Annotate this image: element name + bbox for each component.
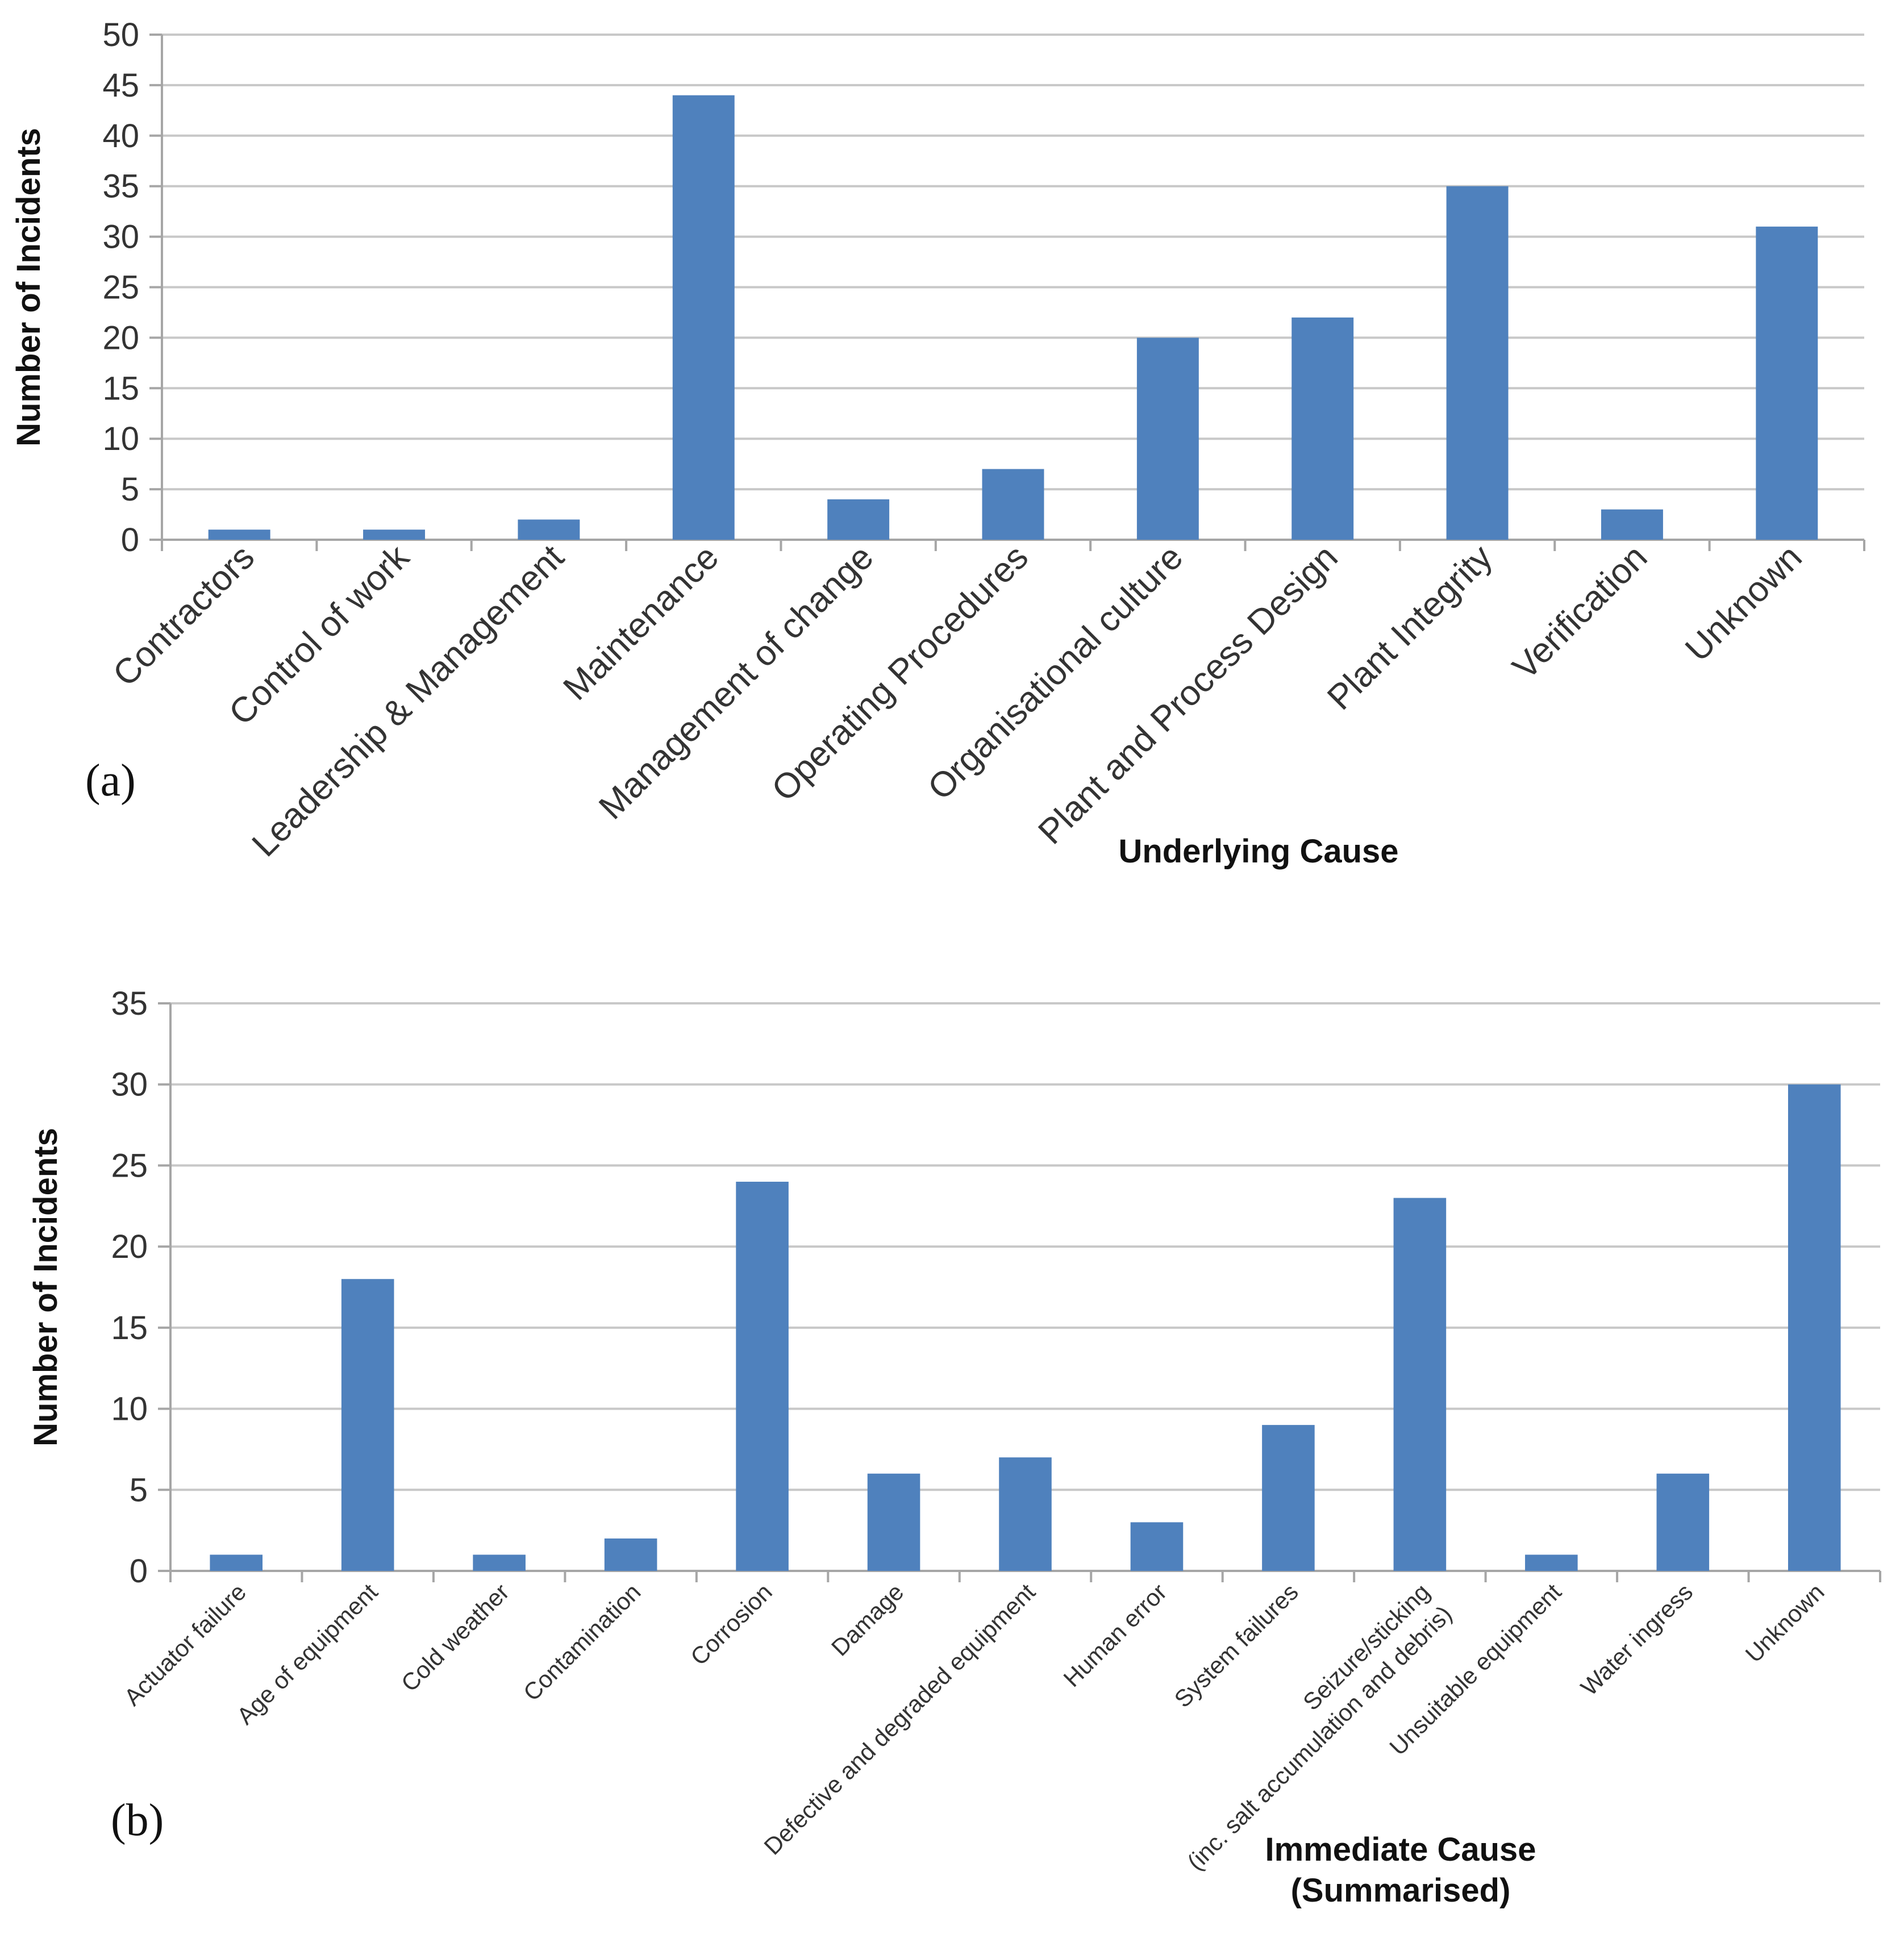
panel-label: (b) [111,1795,164,1845]
y-tick-label: 30 [102,219,139,256]
x-tick-label: Plant Integrity [1320,537,1500,718]
y-tick-label: 35 [111,985,148,1022]
bar-control-of-work[interactable] [363,530,426,540]
y-tick-label: 25 [102,269,139,306]
y-tick-label: 5 [121,471,139,508]
x-tick-label: Plant and Process Design [1031,537,1345,852]
bar-seizure-sticking-inc-salt-accumulation-and-debris[interactable] [1393,1198,1447,1571]
bar-corrosion[interactable] [736,1181,789,1571]
y-tick-label: 15 [111,1310,148,1346]
bar-defective-and-degraded-equipment[interactable] [999,1457,1052,1571]
y-tick-label: 45 [102,67,139,104]
x-tick-label: Unknown [1740,1578,1830,1667]
x-tick-label: Age of equipment [232,1578,383,1729]
bar-contractors[interactable] [208,530,270,540]
bar-contamination[interactable] [604,1538,657,1571]
bar-operating-procedures[interactable] [982,469,1044,540]
bar-system-failures[interactable] [1262,1425,1315,1571]
bar-verification[interactable] [1601,509,1663,540]
bar-human-error[interactable] [1130,1522,1184,1571]
y-tick-label: 0 [121,522,139,558]
bar-organisational-culture[interactable] [1136,337,1199,540]
bar-maintenance[interactable] [672,95,735,540]
x-tick-label: Unknown [1678,537,1810,669]
y-tick-label: 20 [111,1228,148,1265]
y-tick-label: 35 [102,168,139,205]
x-tick-label: Damage [826,1578,909,1661]
bar-water-ingress[interactable] [1656,1473,1710,1571]
x-tick-label: Water ingress [1576,1578,1698,1700]
x-tick-label: Maintenance [556,537,726,708]
y-tick-label: 15 [102,370,139,407]
y-tick-label: 20 [102,319,139,356]
y-tick-label: 10 [102,420,139,457]
bar-damage[interactable] [867,1473,920,1571]
y-tick-label: 5 [130,1471,148,1508]
bar-plant-integrity[interactable] [1446,186,1509,540]
bar-unknown[interactable] [1756,226,1818,540]
x-tick-label: System failures [1169,1578,1303,1712]
bar-unsuitable-equipment[interactable] [1525,1554,1578,1571]
y-tick-label: 30 [111,1066,148,1103]
bar-actuator-failure[interactable] [210,1554,263,1571]
bar-leadership-management[interactable] [518,519,580,540]
x-tick-label: Human error [1058,1578,1172,1692]
bar-plant-and-process-design[interactable] [1291,317,1354,540]
x-tick-label: Leadership & Management [245,537,572,864]
bar-unknown[interactable] [1788,1084,1841,1571]
x-tick-label: Cold weather [396,1578,514,1696]
x-tick-label: Contamination [518,1578,646,1706]
x-axis-label: Underlying Cause [1118,833,1398,870]
y-axis-label: Number of Incidents [27,1128,64,1446]
bar-management-of-change[interactable] [827,499,890,540]
y-tick-label: 10 [111,1391,148,1428]
y-tick-label: 50 [102,16,139,53]
x-tick-label: Defective and degraded equipment [759,1578,1040,1860]
x-tick-label: Management of change [591,537,881,827]
x-tick-label: Corrosion [685,1578,777,1670]
x-tick-label: Verification [1505,537,1655,687]
y-tick-label: 0 [130,1553,148,1590]
x-tick-label: Organisational culture [920,537,1190,807]
x-tick-label: Contractors [106,537,262,694]
x-axis-label: Immediate Cause (Summarised) [1265,1831,1536,1909]
y-tick-label: 40 [102,118,139,155]
y-axis-label: Number of Incidents [10,128,47,447]
y-tick-label: 25 [111,1147,148,1184]
bar-age-of-equipment[interactable] [341,1279,394,1571]
panel-label: (a) [85,756,136,806]
x-tick-label: Actuator failure [119,1578,251,1711]
x-tick-label: Operating Procedures [764,537,1036,809]
bar-cold-weather[interactable] [473,1554,526,1571]
